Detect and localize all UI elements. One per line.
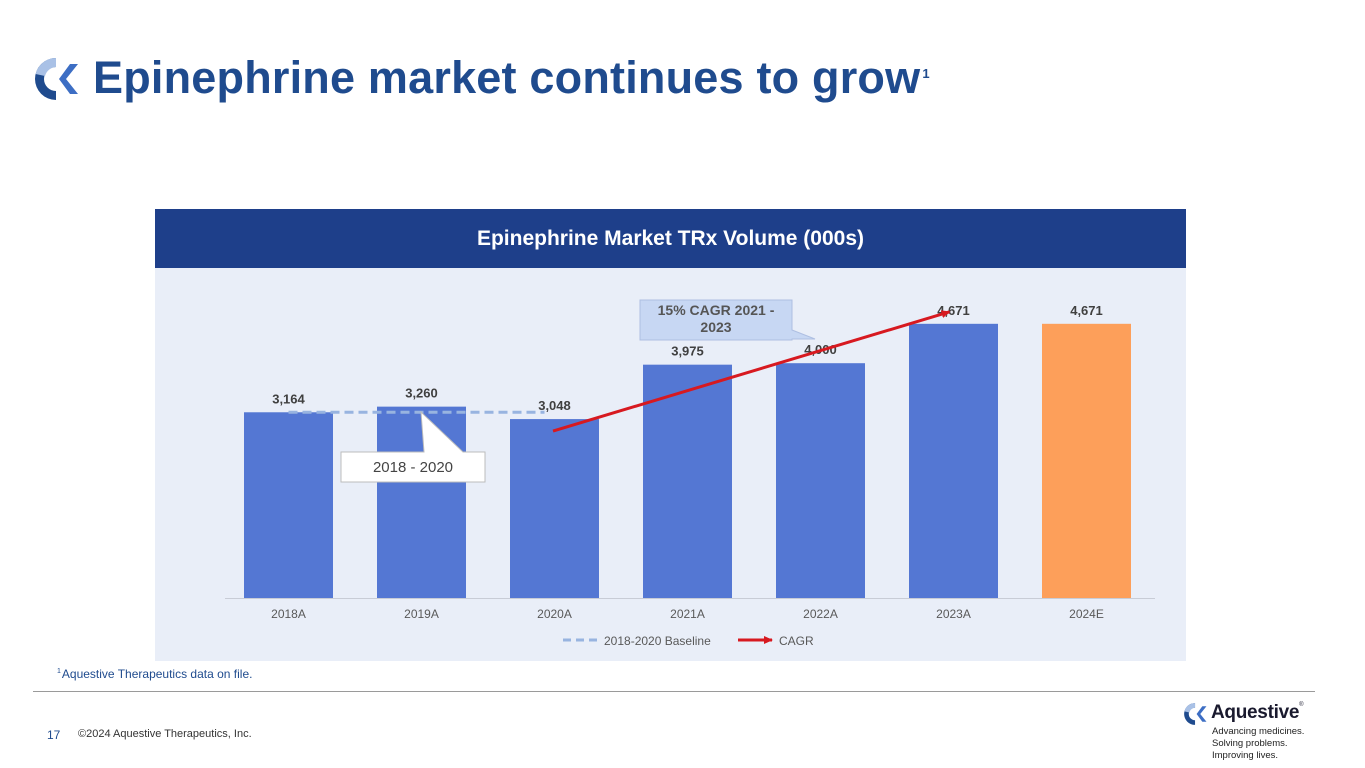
brand-name: Aquestive® bbox=[1211, 702, 1304, 724]
x-tick-label: 2020A bbox=[537, 607, 572, 621]
x-tick-label: 2019A bbox=[404, 607, 439, 621]
tagline: Advancing medicines. Solving problems. I… bbox=[1212, 726, 1304, 762]
brand-name-text: Aquestive bbox=[1211, 702, 1300, 723]
footnote-text: Aquestive Therapeutics data on file. bbox=[61, 667, 253, 681]
cagr-callout-text: 2023 bbox=[700, 319, 731, 335]
baseline-callout-box bbox=[340, 410, 486, 483]
bar bbox=[377, 406, 466, 598]
copyright: ©2024 Aquestive Therapeutics, Inc. bbox=[78, 728, 252, 740]
footer-divider bbox=[33, 691, 1315, 692]
slide-title: Epinephrine market continues to grow 1 bbox=[93, 52, 930, 104]
x-tick-label: 2018A bbox=[271, 607, 306, 621]
x-tick-label: 2023A bbox=[936, 607, 971, 621]
title-footnote-marker: 1 bbox=[922, 66, 930, 81]
x-tick-label: 2021A bbox=[670, 607, 705, 621]
cagr-arrow bbox=[552, 310, 951, 433]
x-tick-label: 2024E bbox=[1069, 607, 1104, 621]
slide-title-text: Epinephrine market continues to grow bbox=[93, 52, 921, 103]
bar bbox=[776, 363, 865, 598]
cagr-callout-text: 15% CAGR 2021 - bbox=[658, 302, 775, 318]
legend-label: CAGR bbox=[779, 634, 814, 648]
data-label: 3,164 bbox=[272, 391, 305, 406]
tagline-line: Improving lives. bbox=[1212, 750, 1278, 761]
tagline-line: Advancing medicines. bbox=[1212, 726, 1305, 737]
aquestive-logo-icon bbox=[35, 58, 78, 100]
tagline-line: Solving problems. bbox=[1212, 738, 1288, 749]
bar bbox=[643, 364, 732, 598]
cagr-callout-box bbox=[639, 299, 816, 341]
page-number: 17 bbox=[47, 728, 61, 742]
registered-mark: ® bbox=[1299, 702, 1304, 708]
bar bbox=[244, 412, 333, 598]
legend-label: 2018-2020 Baseline bbox=[604, 634, 711, 648]
brand-logo-icon bbox=[1184, 703, 1207, 725]
bar bbox=[510, 419, 599, 598]
bar bbox=[909, 323, 998, 598]
baseline-callout-text: 2018 - 2020 bbox=[373, 459, 453, 476]
data-label: 3,975 bbox=[671, 344, 704, 359]
footnote-marker: 1 bbox=[57, 668, 61, 675]
data-label: 3,048 bbox=[538, 398, 571, 413]
data-label: 3,260 bbox=[405, 386, 438, 401]
bar bbox=[1042, 323, 1131, 598]
x-tick-label: 2022A bbox=[803, 607, 838, 621]
footnote: 1Aquestive Therapeutics data on file. bbox=[57, 667, 252, 681]
chart-title: Epinephrine Market TRx Volume (000s) bbox=[155, 209, 1186, 268]
data-label: 4,671 bbox=[1070, 303, 1103, 318]
